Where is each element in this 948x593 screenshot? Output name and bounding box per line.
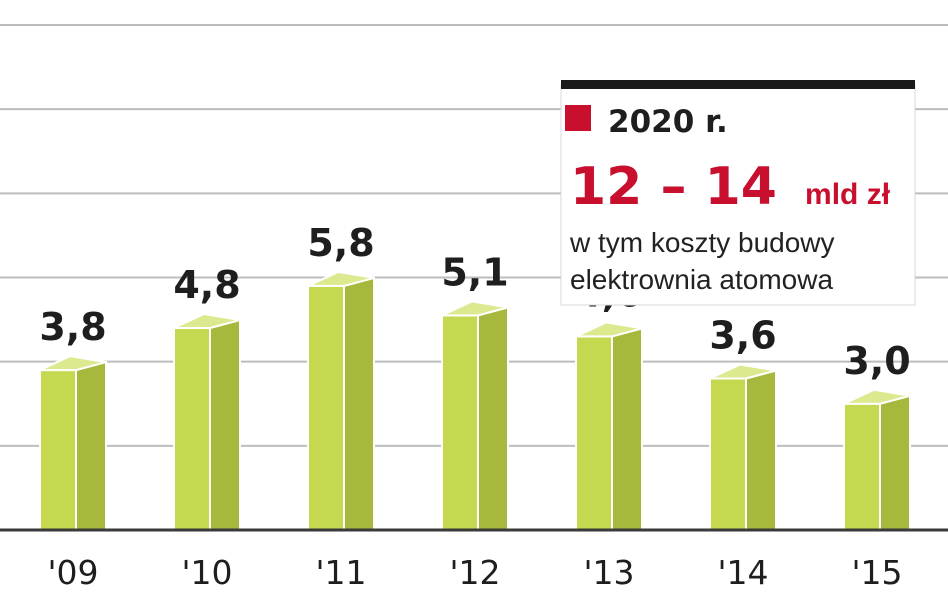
bar-side-face	[745, 369, 777, 531]
bar-front-face	[173, 327, 211, 531]
x-tick-label: '09	[47, 553, 98, 592]
value-label: 4,8	[173, 263, 240, 307]
bar-top-face	[843, 388, 911, 405]
bar-top-face	[307, 270, 375, 287]
bar	[307, 270, 375, 531]
callout-year: 2020 r.	[608, 104, 728, 140]
bar-front-face	[307, 284, 345, 531]
bar	[173, 312, 241, 531]
value-label: 3,0	[843, 339, 910, 383]
bars	[39, 270, 911, 532]
grid-lines	[0, 24, 948, 447]
value-label: 5,8	[307, 221, 374, 265]
bar-front-face	[843, 402, 881, 531]
bar-top-face	[575, 321, 643, 338]
bar	[441, 300, 509, 531]
callout-value-range: 12 – 14	[570, 157, 777, 217]
value-label: 5,1	[441, 250, 508, 294]
callout-box: 2020 r. 12 – 14 mld zł w tym koszty budo…	[560, 80, 916, 306]
x-tick-labels: '09 '10 '11 '12 '13 '14 '15	[47, 553, 902, 592]
bar-side-face	[209, 318, 241, 531]
x-tick-label: '14	[717, 553, 768, 592]
bar-top-face	[441, 300, 509, 317]
callout-unit: mld zł	[805, 178, 891, 211]
callout-top-rule	[561, 80, 915, 89]
callout-line-2: elektrownia atomowa	[570, 264, 833, 295]
x-tick-label: '13	[583, 553, 634, 592]
bar-top-face	[39, 355, 107, 372]
bar-front-face	[39, 369, 77, 532]
bar	[39, 355, 107, 532]
bar-front-face	[441, 314, 479, 531]
bar	[575, 321, 643, 531]
bar	[843, 388, 911, 531]
bar-side-face	[611, 327, 643, 531]
bar-side-face	[879, 394, 911, 531]
bar-side-face	[75, 360, 107, 531]
bar-side-face	[343, 276, 375, 531]
callout-marker	[565, 105, 591, 131]
value-label: 3,6	[709, 314, 776, 358]
bar	[709, 363, 777, 531]
bar-front-face	[709, 377, 747, 531]
x-tick-label: '15	[851, 553, 902, 592]
bar-side-face	[477, 306, 509, 531]
callout-line-1: w tym koszty budowy	[569, 227, 835, 258]
callout-value: 12 – 14 mld zł	[570, 157, 891, 217]
callout-background	[560, 83, 916, 306]
x-tick-label: '10	[181, 553, 232, 592]
x-tick-label: '11	[315, 553, 366, 592]
bar-top-face	[709, 363, 777, 380]
bar-front-face	[575, 335, 613, 531]
bar-top-face	[173, 312, 241, 329]
x-tick-label: '12	[449, 553, 500, 592]
value-label: 3,8	[39, 305, 106, 349]
value-labels: 3,84,85,85,14,63,63,0	[39, 221, 910, 383]
